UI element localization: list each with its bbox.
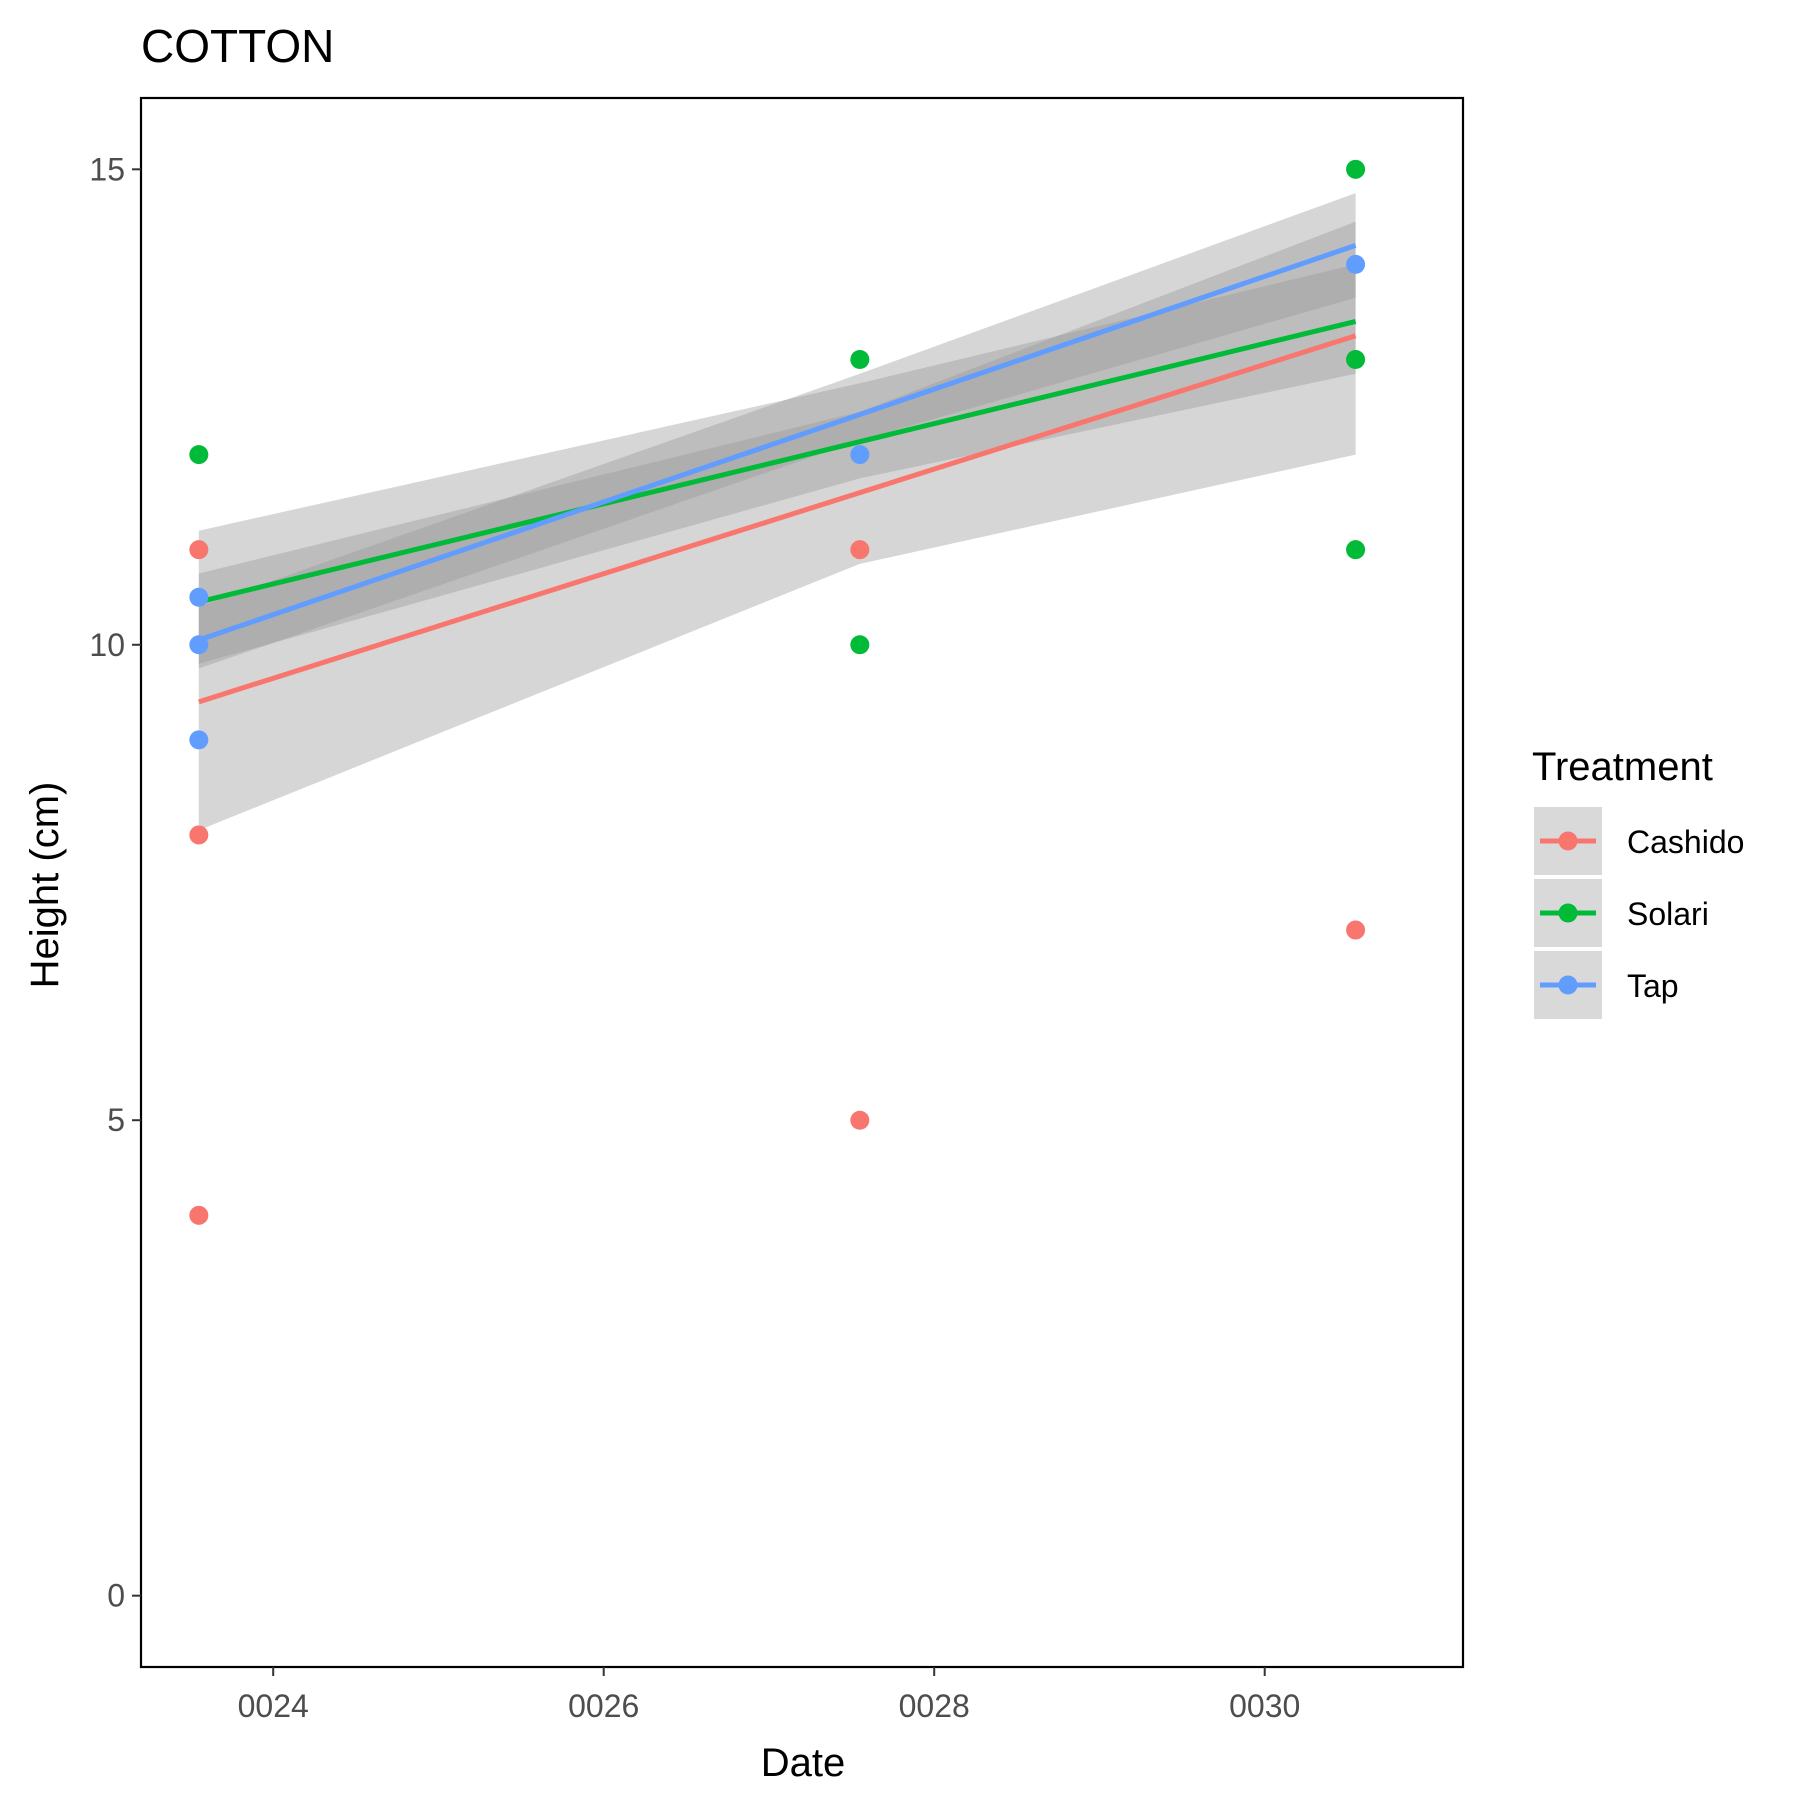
data-point-cashido [1346, 920, 1366, 940]
data-point-tap [189, 730, 209, 750]
data-point-solari [1346, 350, 1366, 369]
trend-line-solari [198, 319, 1357, 605]
legend-label: Solari [1627, 896, 1709, 932]
legend-key-point [1558, 975, 1578, 995]
y-tick-label: 10 [89, 627, 125, 663]
data-point-solari [189, 445, 209, 465]
data-point-cashido [189, 825, 209, 845]
confidence-band-tap [198, 193, 1356, 669]
trend-line-cashido [198, 333, 1357, 705]
data-point-tap [1346, 254, 1366, 274]
plot-area [189, 159, 1366, 1225]
data-point-cashido [850, 1110, 870, 1130]
y-tick-label: 5 [107, 1102, 125, 1138]
data-point-tap [850, 445, 870, 465]
data-point-cashido [850, 540, 870, 560]
trend-line-tap [198, 243, 1357, 643]
legend-key-point [1558, 903, 1578, 923]
data-point-solari [1346, 540, 1366, 560]
x-tick-label: 0028 [899, 1688, 970, 1724]
data-point-solari [1346, 159, 1366, 179]
legend-item-solari: Solari [1532, 877, 1709, 949]
x-tick-label: 0024 [238, 1688, 309, 1724]
data-point-solari [850, 635, 870, 655]
data-point-cashido [189, 540, 209, 560]
chart-title: COTTON [141, 20, 334, 72]
y-tick-label: 0 [107, 1578, 125, 1614]
legend-item-tap: Tap [1532, 949, 1679, 1021]
legend-label: Cashido [1627, 824, 1744, 860]
legend-label: Tap [1627, 968, 1679, 1004]
x-tick-label: 0026 [568, 1688, 639, 1724]
legend-key-point [1558, 831, 1578, 851]
legend-item-cashido: Cashido [1532, 805, 1744, 877]
x-tick-label: 0030 [1229, 1688, 1300, 1724]
data-point-cashido [189, 1205, 209, 1225]
data-point-tap [189, 635, 209, 655]
confidence-band-cashido [198, 221, 1356, 831]
x-axis-title: Date [761, 1741, 846, 1785]
data-point-solari [850, 350, 870, 369]
plot-border [139, 96, 1465, 1669]
y-tick-label: 15 [89, 151, 125, 187]
legend: Treatment Cashido Solari Tap [1532, 745, 1744, 1021]
y-axis-title: Height (cm) [23, 782, 67, 989]
axes: 0 5 10 15 0024 0026 0028 0030 [89, 96, 1465, 1724]
legend-title: Treatment [1532, 745, 1713, 789]
data-point-tap [189, 587, 209, 607]
